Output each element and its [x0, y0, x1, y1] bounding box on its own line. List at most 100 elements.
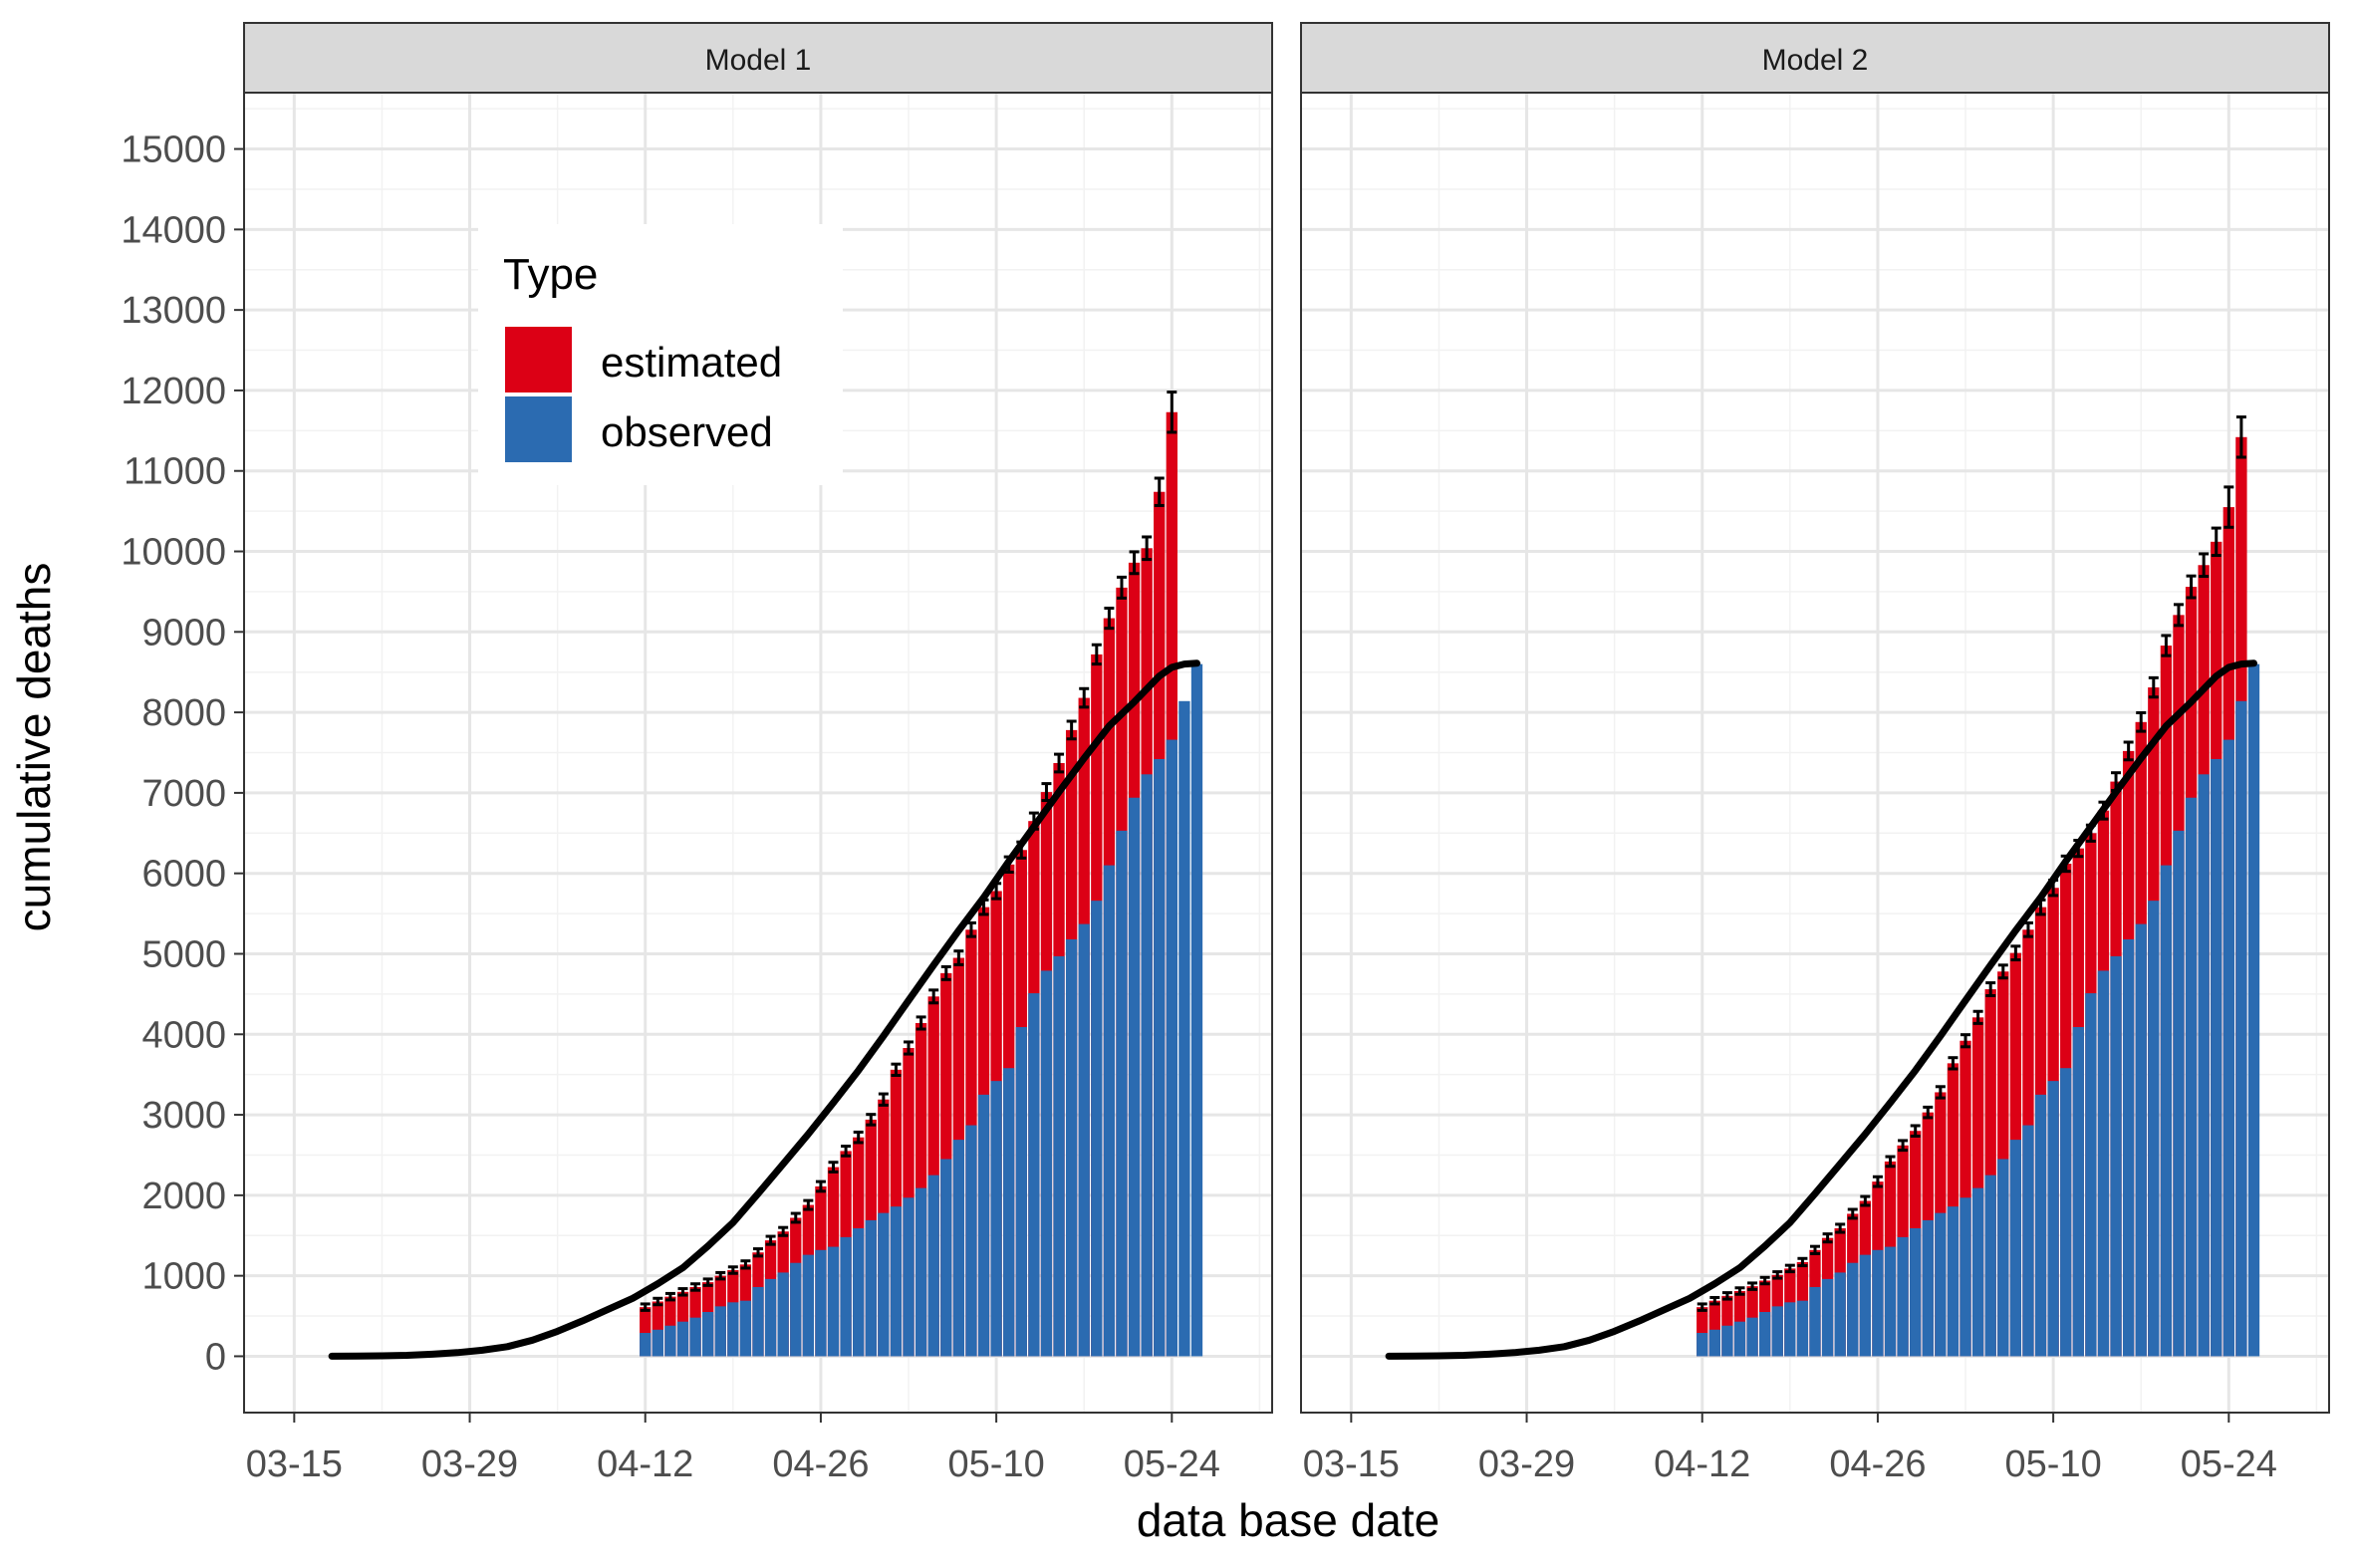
bar-observed [1746, 1317, 1758, 1357]
error-bar [1167, 391, 1177, 434]
bar-observed [2097, 970, 2110, 1357]
y-tick-label: 3000 [141, 1095, 226, 1137]
bar-observed [1141, 774, 1153, 1357]
y-tick-label: 8000 [141, 692, 226, 734]
legend-label-estimated: estimated [601, 339, 782, 386]
bar-observed [977, 1094, 990, 1357]
error-bar [664, 1291, 675, 1302]
error-bar [790, 1211, 801, 1224]
error-bar [915, 1015, 926, 1031]
bar-observed [652, 1329, 663, 1357]
error-bar [1835, 1222, 1846, 1234]
bar-observed [1003, 1068, 1015, 1357]
error-bar [878, 1092, 889, 1107]
error-bar [1154, 476, 1165, 507]
error-bar [740, 1259, 751, 1270]
bar-observed [2034, 1094, 2047, 1357]
panel-strip [243, 22, 1273, 94]
bar-observed [1116, 830, 1128, 1357]
y-tick-label: 1000 [141, 1256, 226, 1298]
bar-observed [990, 1081, 1002, 1357]
bar-observed [1960, 1197, 1971, 1357]
bar-observed [915, 1187, 927, 1357]
bar-estimated [1697, 1307, 1708, 1357]
bar-observed [1708, 1329, 1720, 1357]
error-bar [1054, 752, 1065, 774]
error-bar [1709, 1295, 1720, 1306]
x-tick-label: 05-10 [948, 1443, 1045, 1485]
bar-observed [1872, 1249, 1884, 1357]
bar-observed [827, 1246, 840, 1357]
y-tick-label: 11000 [124, 451, 226, 493]
error-bar [1116, 575, 1127, 600]
x-tick-label: 03-15 [246, 1443, 343, 1485]
bar-estimated [1971, 1017, 1984, 1357]
bar-observed [1078, 923, 1090, 1357]
error-bar [2186, 574, 2197, 600]
y-tick-label: 12000 [121, 371, 226, 412]
bar-observed [777, 1272, 789, 1357]
bar-observed [764, 1278, 777, 1357]
error-bar [1142, 535, 1153, 562]
bar-observed [1784, 1302, 1796, 1357]
bar-observed [2122, 938, 2135, 1357]
error-bar [841, 1145, 852, 1158]
panel-strip-label: Model 1 [705, 44, 812, 77]
axes: 03-15 03-29 04-12 04-26 05-10 05-24 03-15 03-29… [121, 130, 2277, 1485]
bar-observed [1128, 797, 1141, 1357]
panel-strip-label: Model 2 [1762, 44, 1869, 77]
bar-observed [853, 1227, 865, 1357]
bar-observed [1834, 1272, 1846, 1357]
error-bar [1898, 1139, 1909, 1153]
bar-observed [802, 1254, 815, 1357]
y-tick-label: 0 [205, 1336, 226, 1378]
bar-observed [714, 1306, 726, 1357]
error-bar [1810, 1244, 1820, 1255]
error-bar [940, 964, 951, 981]
bar-observed [2185, 797, 2198, 1357]
bar-observed [1821, 1278, 1834, 1357]
error-bar [690, 1282, 701, 1292]
error-bar [1997, 963, 2008, 980]
error-bar [1860, 1194, 1871, 1207]
bar-observed [790, 1262, 802, 1357]
error-bar [1734, 1286, 1745, 1296]
bar-observed [1178, 700, 1190, 1357]
bar-observed [2235, 700, 2247, 1357]
y-axis-title: cumulative deaths [8, 563, 60, 932]
panel-2: Model 2 [1300, 22, 2330, 1414]
x-tick-label: 04-26 [772, 1443, 869, 1485]
panel-strip [1300, 22, 2330, 94]
error-bar [1697, 1302, 1707, 1312]
error-bar [1091, 643, 1102, 666]
error-bar [1872, 1175, 1883, 1188]
error-bar [1747, 1281, 1758, 1291]
bar-observed [927, 1175, 939, 1357]
bar-observed [2022, 1125, 2034, 1357]
bar-observed [2211, 758, 2222, 1357]
y-tick-label: 6000 [141, 854, 226, 896]
bar-observed [1897, 1236, 1909, 1357]
error-bar [778, 1225, 789, 1237]
error-bar [2173, 603, 2184, 628]
bar-observed [940, 1159, 952, 1357]
error-bar [1784, 1263, 1795, 1274]
bar-observed [739, 1300, 752, 1357]
x-tick-label: 04-12 [597, 1443, 693, 1485]
error-bar [803, 1198, 814, 1211]
legend-swatch-observed [505, 396, 572, 462]
y-tick-label: 2000 [141, 1176, 226, 1217]
bar-observed [1028, 993, 1040, 1357]
error-bar [677, 1287, 688, 1297]
bar-observed [1935, 1212, 1947, 1357]
series-line [1385, 659, 2257, 1360]
bar-observed [640, 1333, 652, 1357]
error-bar [1923, 1105, 1934, 1120]
error-bar [1797, 1256, 1808, 1268]
bar-observed [2160, 865, 2173, 1357]
bar-estimated [640, 1307, 652, 1357]
error-bar [1935, 1085, 1946, 1100]
error-bar [853, 1130, 864, 1145]
bar-observed [840, 1236, 852, 1357]
bar-estimated [1984, 989, 1996, 1357]
